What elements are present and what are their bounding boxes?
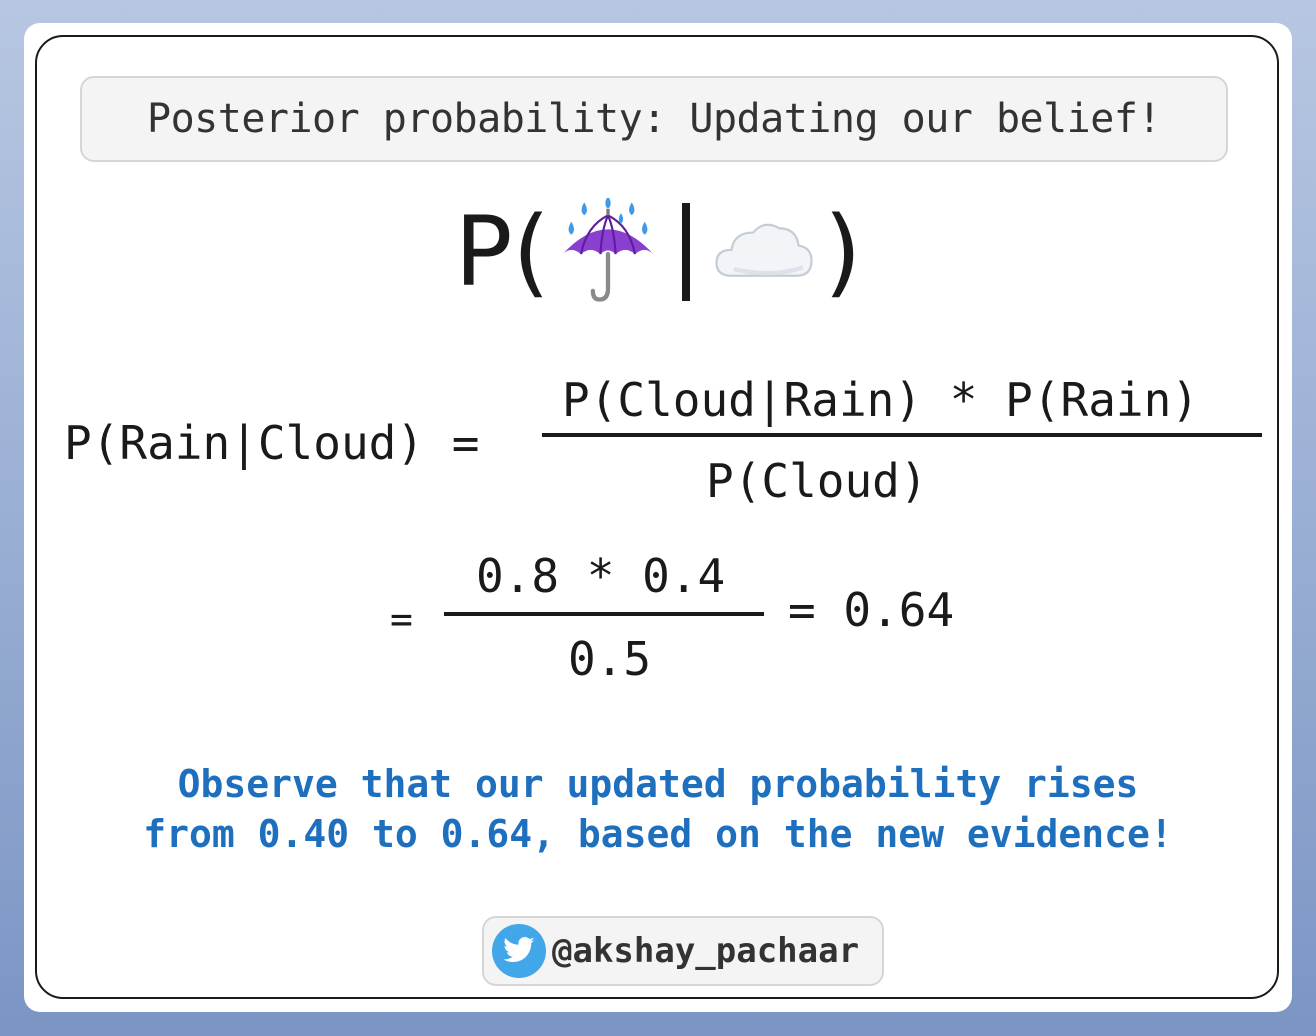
formula-lhs: P(Rain|Cloud) = bbox=[64, 416, 480, 470]
twitter-handle: @akshay_pachaar bbox=[552, 931, 860, 971]
title-box: Posterior probability: Updating our beli… bbox=[80, 76, 1228, 162]
note-line-2: from 0.40 to 0.64, based on the new evid… bbox=[143, 812, 1173, 856]
headline-prefix: P( bbox=[454, 196, 550, 308]
umbrella-with-rain-icon bbox=[562, 198, 654, 302]
page-title: Posterior probability: Updating our beli… bbox=[146, 96, 1162, 142]
twitter-bird-icon bbox=[492, 924, 546, 978]
content-card bbox=[35, 35, 1279, 999]
formula-fraction-line bbox=[542, 433, 1262, 437]
computation-result: = 0.64 bbox=[788, 583, 955, 637]
headline-suffix: ) bbox=[823, 196, 862, 308]
headline-separator bbox=[681, 203, 690, 301]
twitter-handle-badge[interactable]: @akshay_pachaar bbox=[482, 916, 884, 986]
formula-numerator: P(Cloud|Rain) * P(Rain) bbox=[562, 373, 1199, 427]
note-line-1: Observe that our updated probability ris… bbox=[177, 762, 1139, 806]
cloud-icon bbox=[715, 223, 813, 277]
computation-denominator: 0.5 bbox=[568, 632, 652, 686]
computation-equals: = bbox=[390, 597, 413, 641]
computation-fraction-line bbox=[444, 612, 764, 616]
formula-denominator: P(Cloud) bbox=[706, 454, 928, 508]
posterior-headline: P( ) bbox=[0, 192, 1316, 312]
computation-numerator: 0.8 * 0.4 bbox=[476, 549, 726, 603]
